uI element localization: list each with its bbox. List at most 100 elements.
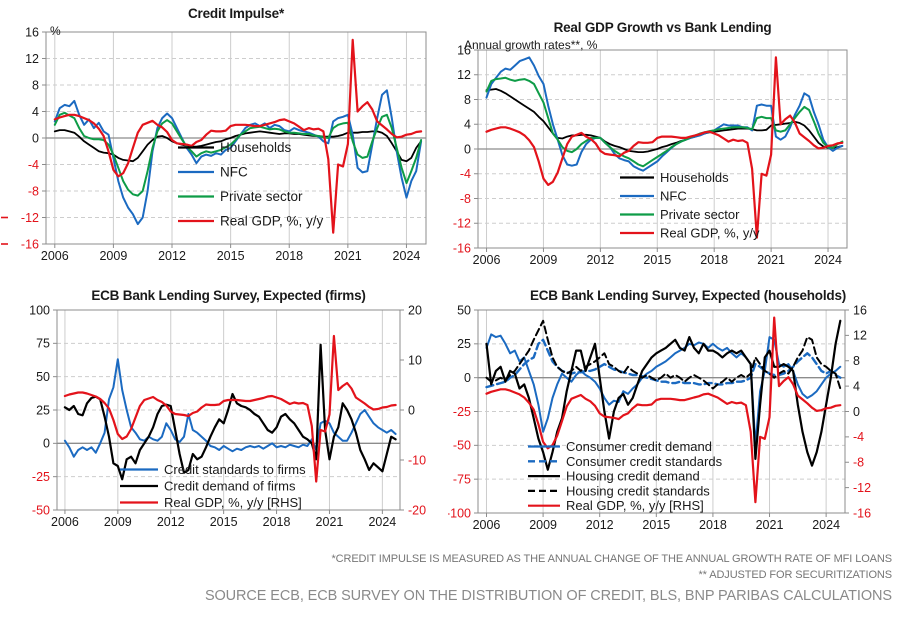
x-tick-label: 2024 <box>393 249 421 263</box>
chart-title-bls-firms: ECB Bank Lending Survey, Expected (firms… <box>91 288 366 303</box>
legend-label-real-gdp-y-y-rhs-: Real GDP, %, y/y [RHS] <box>566 498 704 513</box>
x-tick-label: 2021 <box>756 518 784 532</box>
left-tick-label: -12 <box>453 217 471 231</box>
right-tick-label: -8 <box>853 456 864 470</box>
panel-bls-households: 50 25 0 -25 -50 -75 -100 16 12 8 4 0 -4 -8 -12 -16 2006 2… <box>448 286 897 538</box>
legend-label-credit-standards-to-firms: Credit standards to firms <box>164 462 306 477</box>
left-tick-label: 100 <box>29 303 50 317</box>
x-tick-label: 2018 <box>699 518 727 532</box>
legend-label-real-gdp-y-y: Real GDP, %, y/y <box>220 214 324 229</box>
chart-title-bls-households: ECB Bank Lending Survey, Expected (house… <box>529 288 847 303</box>
panel-gdp-vs-lending: 16 12 8 4 0 -4 -8 -12 -16 2006 2009 2012 2015 2018 202… <box>448 4 897 266</box>
legend-label-credit-demand-of-firms: Credit demand of firms <box>164 479 296 494</box>
right-tick-label: 8 <box>853 354 860 368</box>
series-line-housing-credit-standards <box>485 319 842 390</box>
legend-label-private-sector: Private sector <box>660 207 740 222</box>
x-tick-label: 2024 <box>368 515 396 529</box>
right-tick-label: -10 <box>408 453 426 467</box>
x-tick-label: 2021 <box>334 249 362 263</box>
legend-label-nfc: NFC <box>660 189 687 204</box>
legend-label-consumer-credit-standards: Consumer credit standards <box>566 454 723 469</box>
x-tick-label: 2018 <box>275 249 303 263</box>
left-tick-label: -25 <box>453 405 471 419</box>
x-tick-label: 2006 <box>41 249 69 263</box>
left-tick-label: 75 <box>36 337 50 351</box>
series-line-private-sector <box>485 76 844 168</box>
left-tick-label: -50 <box>453 439 471 453</box>
x-tick-label: 2012 <box>586 253 614 266</box>
panel-bls-firms: 100 75 50 25 0 -25 -50 20 10 0 -10 -20 2006 2009 2012 2… <box>0 286 446 538</box>
left-tick-label: 25 <box>457 337 471 351</box>
series-line-credit-demand-of-firms <box>63 343 397 481</box>
series-line-households <box>485 88 844 154</box>
legend-label-private-sector: Private sector <box>220 189 303 204</box>
x-tick-label: 2015 <box>643 253 671 266</box>
left-tick-label: 4 <box>464 118 471 132</box>
left-tick-label: 0 <box>464 371 471 385</box>
unit-label-percent: % <box>50 24 61 38</box>
left-tick-label: 0 <box>43 437 50 451</box>
legend-label-households: Households <box>660 170 729 185</box>
legend-label-consumer-credit-demand: Consumer credit demand <box>566 439 712 454</box>
right-tick-label: 4 <box>853 379 860 393</box>
series-line-nfc <box>485 56 844 172</box>
legend-label-nfc: NFC <box>220 165 248 180</box>
chart-title-credit-impulse: Credit Impulse* <box>187 6 285 21</box>
series-line-consumer-credit-standards <box>485 338 842 389</box>
footnotes-block: *CREDIT IMPULSE IS MEASURED AS THE ANNUA… <box>205 551 892 604</box>
right-tick-label: 0 <box>408 403 415 417</box>
left-tick-label: -16 <box>453 241 471 255</box>
right-tick-label: 12 <box>853 329 867 343</box>
left-tick-label: 25 <box>36 403 50 417</box>
x-tick-label: 2012 <box>158 249 186 263</box>
x-tick-label: 2015 <box>210 515 238 529</box>
left-tick-label: 8 <box>32 78 39 92</box>
right-tick-label: 10 <box>408 353 422 367</box>
left-tick-label: 16 <box>25 25 39 39</box>
x-tick-label: 2009 <box>99 249 127 263</box>
left-tick-label: -4 <box>28 158 39 172</box>
left-tick-label: -100 <box>448 506 471 520</box>
legend-label-real-gdp-y-y: Real GDP, %, y/y <box>660 226 760 241</box>
x-tick-label: 2015 <box>642 518 670 532</box>
series-line-real-gdp-y-y-rhs- <box>63 334 397 483</box>
x-tick-label: 2024 <box>814 253 842 266</box>
x-tick-label: 2012 <box>157 515 185 529</box>
left-tick-label: 50 <box>457 303 471 317</box>
chart-title-gdp-vs-lending: Real GDP Growth vs Bank Lending <box>553 20 772 35</box>
x-tick-label: 2009 <box>529 518 557 532</box>
series-line-real-gdp-y-y <box>53 38 423 234</box>
x-tick-label: 2015 <box>217 249 245 263</box>
x-tick-label: 2009 <box>104 515 132 529</box>
series-line-households <box>53 129 423 163</box>
left-tick-label: -12 <box>21 211 39 225</box>
legend-label-households: Households <box>220 140 292 155</box>
x-tick-label: 2018 <box>263 515 291 529</box>
left-tick-label: 0 <box>32 131 39 145</box>
left-tick-label: -50 <box>32 503 50 517</box>
left-tick-label: -8 <box>28 184 39 198</box>
x-tick-label: 2012 <box>586 518 614 532</box>
x-tick-label: 2018 <box>700 253 728 266</box>
left-tick-label: -8 <box>460 192 471 206</box>
right-tick-label: -16 <box>853 506 871 520</box>
legend-label-real-gdp-y-y-rhs-: Real GDP, %, y/y [RHS] <box>164 495 302 510</box>
right-tick-label: 0 <box>853 405 860 419</box>
x-tick-label: 2024 <box>812 518 840 532</box>
x-tick-label: 2009 <box>530 253 558 266</box>
left-tick-label: 12 <box>25 52 39 66</box>
left-tick-label: 8 <box>464 93 471 107</box>
x-tick-label: 2006 <box>473 518 501 532</box>
right-tick-label: -12 <box>853 481 871 495</box>
bls-households-plot: 50 25 0 -25 -50 -75 -100 16 12 8 4 0 -4 -8 -12 -16 2006 2… <box>448 303 871 532</box>
x-tick-label: 2021 <box>316 515 344 529</box>
x-tick-label: 2006 <box>51 515 79 529</box>
left-tick-label: 4 <box>32 105 39 119</box>
right-tick-label: -4 <box>853 430 864 444</box>
series-line-credit-standards-to-firms <box>63 358 397 458</box>
right-tick-label: 20 <box>408 303 422 317</box>
left-tick-label: 12 <box>457 68 471 82</box>
